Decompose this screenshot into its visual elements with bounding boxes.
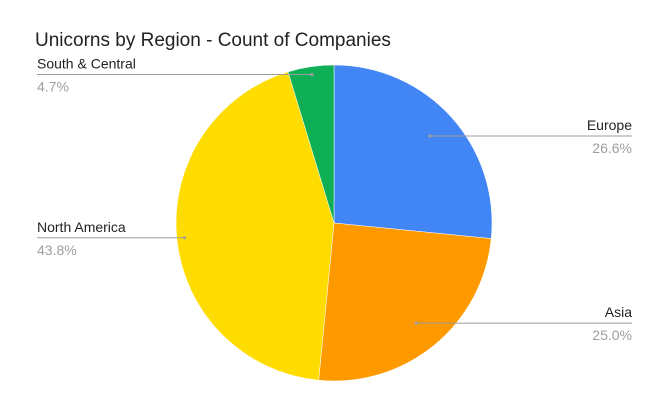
pie-slice-south-and-central	[287, 64, 335, 224]
slice-percent-asia: 25.0%	[592, 327, 632, 343]
leader-dot-asia	[414, 321, 418, 325]
slice-label-south-and-central: South & Central	[37, 56, 136, 72]
slice-percent-europe: 26.6%	[592, 140, 632, 156]
leader-dot-europe	[428, 134, 432, 138]
pie-slice-europe	[333, 64, 493, 239]
chart-title: Unicorns by Region - Count of Companies	[35, 30, 391, 51]
pie-slice-north-america	[175, 71, 335, 381]
pie-slices	[175, 64, 493, 382]
slice-percent-north-america: 43.8%	[37, 242, 77, 258]
pie-slice-asia	[318, 222, 492, 382]
slice-label-europe: Europe	[587, 117, 632, 133]
pie-labels: Europe 26.6% Asia 25.0% North America 43.8% So…	[37, 56, 632, 343]
slice-label-asia: Asia	[605, 304, 632, 320]
leader-dot-south-and-central	[310, 72, 314, 77]
leader-dot-north-america	[183, 236, 187, 240]
slice-percent-south-and-central: 4.7%	[37, 79, 69, 95]
slice-label-north-america: North America	[37, 219, 126, 235]
